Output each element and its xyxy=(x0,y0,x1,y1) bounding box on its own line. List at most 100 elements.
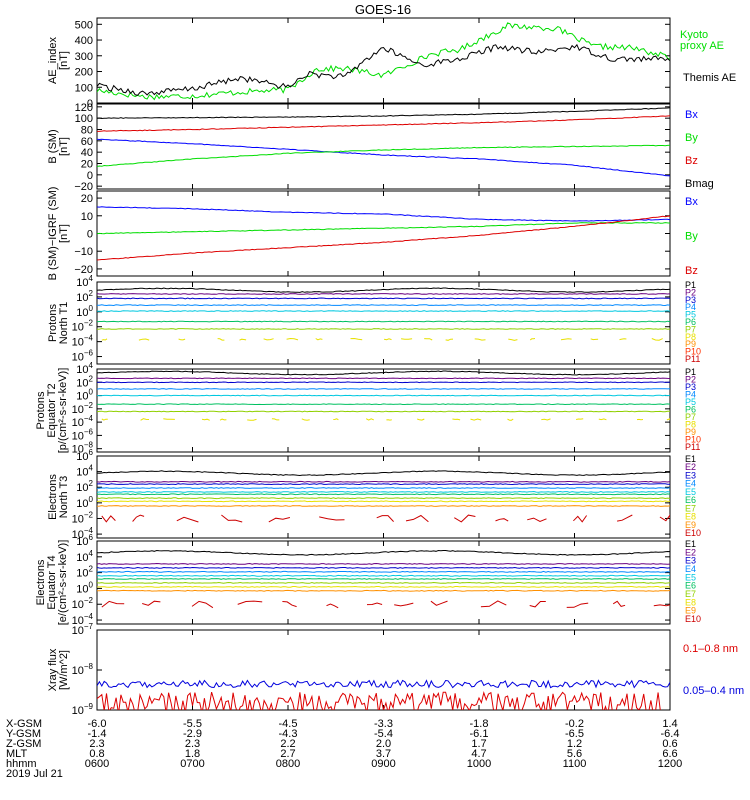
legend-e6: E6 xyxy=(685,495,696,505)
footer-value: -1.8 xyxy=(470,718,489,730)
legend-p7: P7 xyxy=(685,324,696,334)
legend-p8: P8 xyxy=(685,332,696,342)
legend-p6: P6 xyxy=(685,405,696,415)
y-tick-label: 100 xyxy=(76,580,93,595)
series-line-p5 xyxy=(97,310,670,312)
series-line-e8 xyxy=(97,500,670,503)
series-segment-e10 xyxy=(376,515,394,522)
footer-value: -2.9 xyxy=(183,728,202,740)
panel-frame xyxy=(96,281,671,365)
series-segment-p8 xyxy=(651,338,663,341)
y-tick-label: 10−7 xyxy=(72,622,94,637)
footer-value: -6.1 xyxy=(470,728,489,740)
legend-p9: P9 xyxy=(685,339,696,349)
y-tick-label: 80 xyxy=(81,125,93,137)
y-tick-label: 20 xyxy=(81,193,93,205)
series-line-p5 xyxy=(97,394,670,397)
series-segment-p8 xyxy=(445,338,454,341)
y-tick-label: 106 xyxy=(76,533,93,548)
footer-value: 0900 xyxy=(371,758,395,770)
y-tick-label: 10−2 xyxy=(72,596,94,611)
y-tick-label: 20 xyxy=(81,159,93,171)
footer-date: 2019 Jul 21 xyxy=(6,768,63,780)
y-tick-label: 10−2 xyxy=(72,510,94,525)
y-tick-label: 10−9 xyxy=(72,702,94,717)
y-tick-label: 400 xyxy=(75,35,93,47)
footer-value: 5.6 xyxy=(567,748,582,760)
series-line-e1 xyxy=(97,549,670,556)
y-axis-label: ElectronsEquator T4[e/(cm²-s-sr-keV)] xyxy=(35,540,69,626)
series-segment-p8 xyxy=(575,418,584,420)
legend-xray-short: 0.05–0.4 nm xyxy=(683,685,744,697)
panel-frame xyxy=(96,455,671,539)
series-segment-p8 xyxy=(590,338,599,341)
series-segment-p8 xyxy=(474,338,486,341)
series-line-p3 xyxy=(97,381,670,384)
series-segment-p8 xyxy=(452,418,461,421)
series-segment-p8 xyxy=(598,418,607,421)
series-segment-p8 xyxy=(101,338,108,341)
panel-frame xyxy=(96,368,671,453)
footer-value: -4.5 xyxy=(279,718,298,730)
y-tick-label: 100 xyxy=(75,82,93,94)
legend-e5: E5 xyxy=(685,572,696,582)
footer-value: 1200 xyxy=(658,758,682,770)
legend-bz: Bz xyxy=(685,265,698,277)
series-segment-e10 xyxy=(282,601,297,608)
y-tick-label: 10−8 xyxy=(72,662,94,677)
y-axis-label: AE_index[nT] xyxy=(47,36,70,84)
y-tick-label: −20 xyxy=(74,264,93,276)
footer-value: 2.2 xyxy=(280,738,295,750)
series-line-p2 xyxy=(97,377,670,380)
y-tick-label: −10 xyxy=(74,246,93,258)
footer-value: 2.3 xyxy=(89,738,104,750)
series-line-bz xyxy=(97,215,670,261)
series-line-bz xyxy=(97,115,670,132)
footer-value: 4.7 xyxy=(471,748,486,760)
legend-e9: E9 xyxy=(685,520,696,530)
y-tick-label: 200 xyxy=(75,67,93,79)
series-line-0-1-0-8-nm xyxy=(97,691,661,710)
footer-value: 3.7 xyxy=(376,748,391,760)
series-segment-p8 xyxy=(350,337,363,341)
series-line-e4 xyxy=(97,487,670,489)
series-line-0-05-0-4-nm xyxy=(97,679,670,689)
series-segment-p8 xyxy=(424,338,433,341)
y-axis-label: ProtonsEquator T2[p/(cm²-s-sr-keV)] xyxy=(35,368,69,454)
footer-label-y-gsm: Y-GSM xyxy=(6,728,41,740)
panel-frame xyxy=(96,629,671,711)
footer-label-mlt: MLT xyxy=(6,748,27,760)
legend-p5: P5 xyxy=(685,310,696,320)
series-segment-e10 xyxy=(659,514,670,522)
y-axis-label: B (SM)−IGRF (SM)[nT] xyxy=(47,187,70,281)
series-segment-e10 xyxy=(527,517,547,523)
series-line-p3 xyxy=(97,297,670,300)
y-tick-label: 102 xyxy=(76,289,93,304)
series-line-e4 xyxy=(97,570,670,573)
footer-value: -5.4 xyxy=(374,728,393,740)
legend-e7: E7 xyxy=(685,589,696,599)
panel-3: 20 10 0 −10 −20 B (SM)−IGRF (SM)[nT] Bx By Bz xyxy=(47,187,698,281)
series-segment-e10 xyxy=(221,514,243,523)
footer-value: 1.8 xyxy=(185,748,200,760)
legend-by: By xyxy=(685,132,698,144)
legend-themis-ae: Themis AE xyxy=(683,72,736,84)
series-segment-p8 xyxy=(271,418,280,421)
y-tick-label: 500 xyxy=(75,19,93,31)
series-line-p7 xyxy=(97,328,670,330)
footer-value: -4.3 xyxy=(279,728,298,740)
series-segment-p8 xyxy=(560,338,572,341)
series-segment-p8 xyxy=(301,418,310,421)
series-segment-e10 xyxy=(319,516,345,521)
series-segment-e10 xyxy=(430,600,448,606)
series-segment-e10 xyxy=(101,515,116,523)
footer-label-hhmm: hhmm xyxy=(6,758,37,770)
footer-value: 1000 xyxy=(467,758,491,770)
legend-p10: P10 xyxy=(685,347,701,357)
y-axis-label: Xray flux[W/m^2] xyxy=(47,648,70,691)
chart-title: GOES-16 xyxy=(355,2,411,17)
